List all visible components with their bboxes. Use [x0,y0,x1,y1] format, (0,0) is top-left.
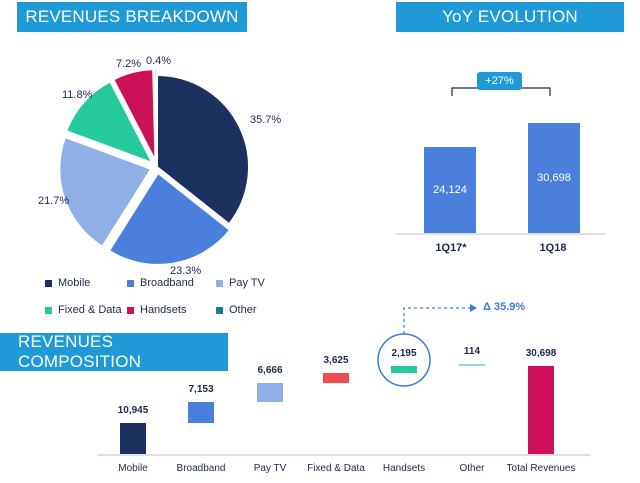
wf-cat-paytv: Pay TV [253,463,287,474]
legend-swatch-fixed [45,306,52,314]
wf-value-mobile: 10,945 [117,404,149,416]
pie-label-handsets: 7.2% [116,58,142,70]
yoy-bar-1q17: 24,124 [424,146,476,233]
legend-swatch-broadband [127,279,134,287]
wf-value-broadband: 7,153 [188,384,214,396]
wf-bar-handsets [391,366,417,373]
pie-slice-other [153,68,158,162]
wf-value-other: 114 [463,346,481,358]
pie-slice-handsets [111,68,157,162]
yoy-cat-1q18: 1Q18 [539,242,567,254]
yoy-cat-1q17: 1Q17* [435,242,467,254]
pie-label-fixed: 11.8% [62,89,93,101]
yoy-growth-badge: +27% [477,72,522,90]
pie-label-mobile: 35.7% [250,114,282,126]
pie-slice-paytv [58,135,153,249]
legend-broadband: Broadband [127,277,194,289]
legend-label-fixed: Fixed & Data [58,304,122,316]
yoy-bar-value-1q18: 30,698 [537,172,571,184]
pie-slice-fixed [64,79,155,165]
yoy-bar-value-1q17: 24,124 [433,183,467,196]
wf-value-handsets: 2,195 [391,348,417,360]
legend-mobile: Mobile [45,277,90,289]
wf-bar-fixed [323,372,349,383]
wf-bar-broadband [188,402,214,423]
yoy-title: YoY EVOLUTION [396,2,624,32]
delta-annotation: Δ 35.9% [483,301,526,313]
legend-handsets: Handsets [127,304,186,316]
composition-title: REVENUES COMPOSITION [0,332,228,371]
handsets-highlight-circle [377,333,431,387]
wf-cat-broadband: Broadband [176,463,226,474]
wf-value-fixed: 3,625 [323,354,349,366]
wf-value-paytv: 6,666 [257,365,283,376]
waterfall-chart [98,304,590,456]
pie-slice-mobile [156,73,250,226]
wf-cat-handsets: Handsets [382,463,426,474]
legend-label-mobile: Mobile [58,277,91,289]
wf-bar-total [528,366,554,454]
pie-label-paytv: 21.7% [38,195,70,207]
legend-label-broadband: Broadband [140,277,194,289]
wf-bar-other [459,364,485,367]
legend-swatch-paytv [216,279,223,287]
legend-swatch-other [216,306,223,314]
legend-label-paytv: Pay TV [229,277,265,289]
legend-swatch-mobile [45,279,52,287]
yoy-bar-1q18: 30,698 [528,123,580,233]
breakdown-title: REVENUES BREAKDOWN [17,2,247,32]
wf-cat-other: Other [459,463,485,474]
wf-value-total: 30,698 [525,348,557,359]
pie-label-other: 0.4% [146,55,172,67]
pie-slice-broadband [107,171,232,266]
legend-swatch-handsets [127,306,134,314]
legend-label-other: Other [229,304,257,316]
pie-label-broadband: 23.3% [170,265,202,277]
legend-label-handsets: Handsets [140,304,187,316]
pie-chart [58,68,250,266]
legend-fixed: Fixed & Data [45,304,122,316]
wf-bar-mobile [120,422,146,454]
wf-bar-paytv [257,383,283,403]
wf-cat-mobile: Mobile [118,463,148,474]
legend-other: Other [216,304,257,316]
delta-arrow-line [403,307,470,334]
wf-cat-total: Total Revenues [506,463,576,474]
wf-cat-fixed: Fixed & Data [307,463,365,474]
delta-arrow-head [470,304,477,312]
legend-paytv: Pay TV [216,277,265,289]
